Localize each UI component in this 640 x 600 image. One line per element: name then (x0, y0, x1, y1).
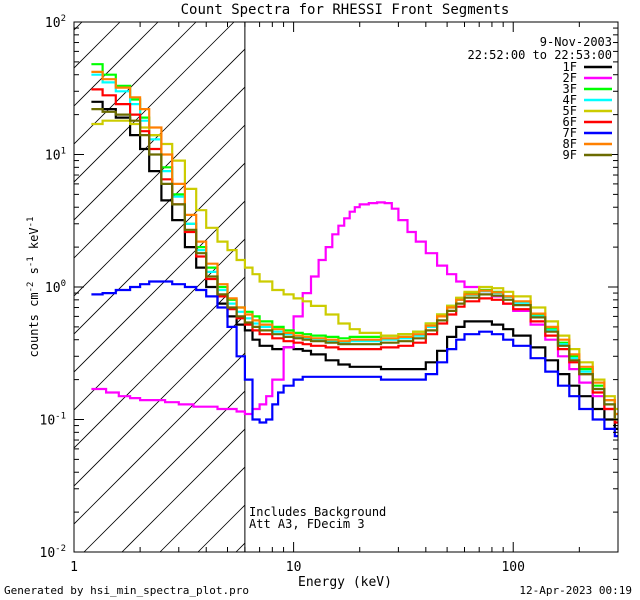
hatch-line (74, 22, 197, 145)
hatch-line (74, 22, 235, 183)
y-tick-label: 102 (45, 14, 66, 31)
series-line-6f (91, 88, 618, 424)
time-range-label: 22:52:00 to 22:53:00 (468, 48, 613, 62)
series-line-3f (91, 63, 618, 416)
y-tick-label: 100 (45, 279, 66, 296)
annotation-attenuator: Att A3, FDecim 3 (249, 517, 365, 531)
hatch-line (74, 162, 245, 335)
y-tick-label: 10-1 (40, 412, 67, 429)
spectra-series (91, 63, 618, 438)
hatch-line (121, 428, 245, 552)
axis-ticks: 1 10 100 10-2 10-1 100 101 102 (40, 14, 619, 575)
series-line-2f (91, 201, 618, 421)
annotation-background: Includes Background (249, 505, 386, 519)
chart-title: Count Spectra for RHESSI Front Segments (181, 2, 510, 18)
y-tick-label: 10-2 (40, 544, 67, 561)
x-tick-label: 100 (501, 560, 524, 575)
hatch-line (83, 390, 245, 552)
x-tick-label: 1 (70, 560, 78, 575)
y-axis-label: counts cm-2 s-1 keV-1 (26, 217, 41, 358)
hatch-line (74, 22, 83, 31)
hatch-line (274, 22, 640, 552)
series-line-1f (91, 100, 618, 430)
legend-label-5f: 5F (563, 104, 577, 118)
hatch-line (74, 352, 245, 525)
x-tick-label: 10 (286, 560, 302, 575)
legend-label-6f: 6F (563, 115, 577, 129)
date-label: 9-Nov-2003 (540, 35, 612, 49)
legend-label-2f: 2F (563, 71, 577, 85)
hatch-line (74, 314, 245, 487)
footer-generated-by: Generated by hsi_min_spectra_plot.pro (4, 584, 249, 597)
hatch-line (0, 22, 44, 552)
legend-label-3f: 3F (563, 82, 577, 96)
legend-label-4f: 4F (563, 93, 577, 107)
legend-label-7f: 7F (563, 126, 577, 140)
series-line-7f (91, 280, 618, 438)
hatch-line (74, 200, 245, 373)
y-tick-label: 101 (45, 147, 66, 164)
hatch-line (74, 48, 245, 221)
legend-label-8f: 8F (563, 137, 577, 151)
plot-frame (73, 21, 619, 553)
x-axis-label: Energy (keV) (298, 575, 392, 590)
hatch-line (74, 86, 245, 259)
hatch-line (235, 542, 245, 552)
hatch-line (74, 276, 245, 449)
legend-label-9f: 9F (563, 148, 577, 162)
legend-label-1f: 1F (563, 60, 577, 74)
footer-timestamp: 12-Apr-2023 00:19 (519, 584, 632, 597)
series-line-9f (91, 108, 618, 421)
